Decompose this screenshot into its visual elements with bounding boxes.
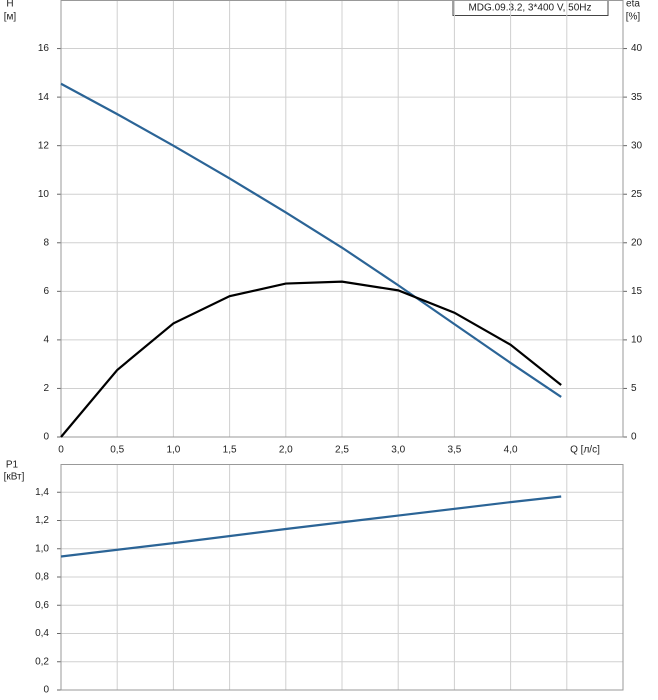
y-label: H [6, 0, 13, 10]
y-tick-label: 8 [43, 237, 49, 248]
y2-label: eta [626, 0, 640, 10]
y-tick-label: 1,2 [35, 515, 49, 526]
x-tick-label: 1,0 [166, 445, 180, 456]
y-tick-label: 0 [43, 432, 49, 443]
y2-tick-label: 40 [631, 43, 643, 54]
y-tick-label: 12 [38, 140, 50, 151]
y-tick-label: 16 [38, 43, 50, 54]
y-tick-label: 6 [43, 286, 49, 297]
y-label: P1 [6, 460, 19, 471]
y-tick-label: 0,2 [35, 656, 49, 667]
y2-unit: [%] [626, 12, 641, 23]
y-tick-label: 1,0 [35, 543, 49, 554]
series-line [60, 280, 562, 438]
y2-tick-label: 30 [631, 140, 643, 151]
x-label: Q [л/с] [570, 445, 600, 456]
y2-tick-label: 25 [631, 189, 643, 200]
x-tick-label: 2,5 [335, 445, 349, 456]
x-tick-label: 4,0 [504, 445, 518, 456]
x-tick-label: 3,0 [391, 445, 405, 456]
x-tick-label: 2,0 [279, 445, 293, 456]
chart-title: MDG.09.3.2, 3*400 V, 50Hz [468, 3, 591, 14]
plot-frame [60, 0, 624, 438]
y-tick-label: 0,6 [35, 600, 49, 611]
y-tick-label: 0 [43, 685, 49, 696]
y-unit: [кВт] [4, 472, 25, 483]
y2-tick-label: 15 [631, 286, 643, 297]
y-tick-label: 4 [43, 335, 49, 346]
series-line [60, 82, 562, 398]
y2-tick-label: 35 [631, 92, 643, 103]
series-line [60, 495, 562, 558]
x-tick-label: 1,5 [223, 445, 237, 456]
x-tick-label: 0,5 [110, 445, 124, 456]
plot-frame [60, 464, 624, 691]
x-tick-label: 0 [58, 445, 64, 456]
y-tick-label: 14 [38, 92, 50, 103]
x-tick-label: 3,5 [447, 445, 461, 456]
y-unit: [м] [4, 12, 17, 23]
y-tick-label: 1,4 [35, 487, 49, 498]
y-tick-label: 10 [38, 189, 50, 200]
y2-tick-label: 0 [631, 432, 637, 443]
y-tick-label: 0,8 [35, 572, 49, 583]
y2-tick-label: 5 [631, 383, 637, 394]
y-tick-label: 2 [43, 383, 49, 394]
y2-tick-label: 10 [631, 335, 643, 346]
y-tick-label: 0,4 [35, 628, 49, 639]
y2-tick-label: 20 [631, 237, 643, 248]
